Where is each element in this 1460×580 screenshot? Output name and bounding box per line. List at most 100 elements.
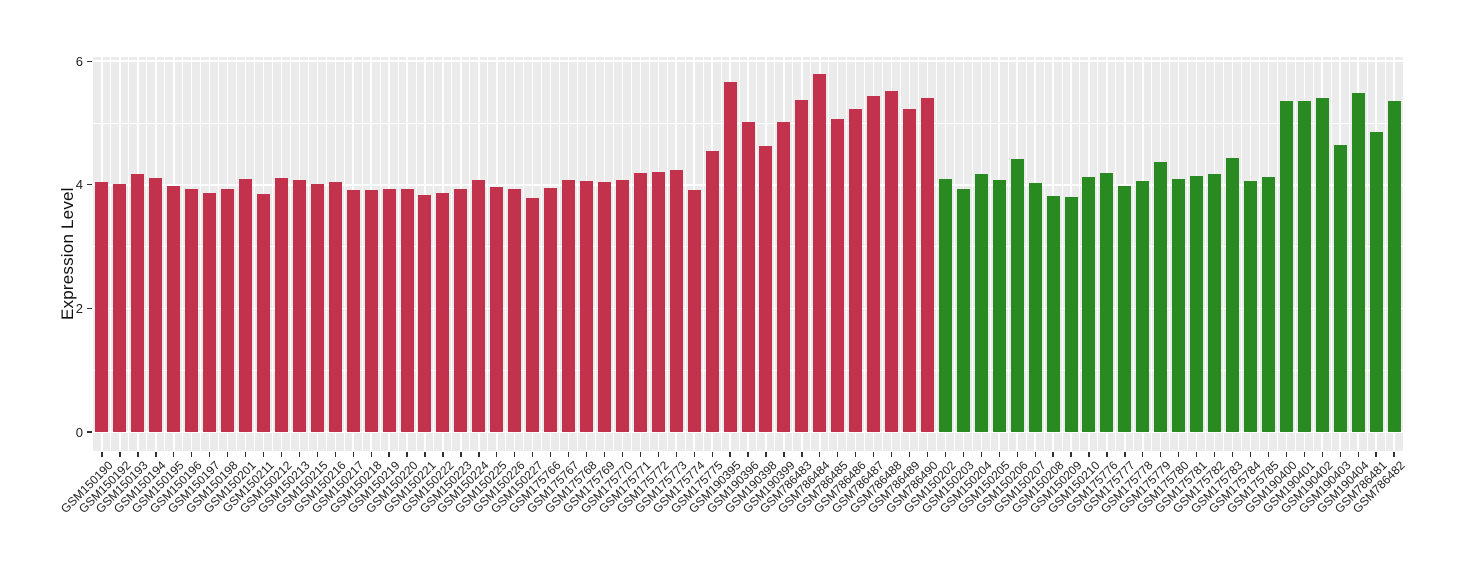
gridline-vertical-minor [1384,57,1386,451]
bar [167,186,181,432]
bar [723,81,737,432]
gridline-vertical-minor [1330,57,1332,451]
gridline-vertical-minor [254,57,255,451]
gridline-vertical-minor [271,57,273,451]
bar [508,189,522,432]
x-tick-mark [855,452,857,457]
gridline-vertical-minor [1205,57,1207,451]
gridline-vertical-minor [1294,57,1296,451]
gridline-vertical-minor [559,57,561,451]
gridline-vertical-minor [1223,57,1225,451]
x-tick-mark [1303,452,1305,457]
x-tick-mark [478,452,480,457]
x-tick-mark [119,452,121,457]
x-tick-mark [226,452,229,457]
bar [382,189,396,432]
x-tick-mark [1142,452,1144,457]
x-tick-mark [711,452,713,457]
gridline-vertical-minor [182,57,184,451]
x-tick-mark [298,452,301,457]
bar [741,122,755,432]
gridline-vertical-minor [684,57,686,451]
x-tick-mark [1070,452,1072,457]
gridline-vertical-minor [828,57,830,451]
gridline-vertical-minor [612,57,614,451]
gridline-vertical-minor [505,57,507,451]
gridline-vertical-minor [541,57,543,451]
bar [562,179,576,432]
bar [1297,100,1311,432]
x-tick-mark [316,452,318,457]
x-tick-mark [908,452,911,457]
x-tick-mark [998,452,1000,457]
bar [1190,175,1204,432]
x-tick-mark [1321,452,1323,457]
bar [544,187,558,432]
bar [454,189,468,432]
bar [1243,181,1257,432]
x-tick-mark [1231,452,1234,457]
bar [526,198,540,432]
bar [95,181,109,432]
bar [400,189,414,432]
x-tick-mark [1357,452,1359,457]
bar [1100,173,1114,432]
bar [651,171,665,432]
gridline-vertical-minor [1151,57,1153,451]
x-tick-mark [693,452,695,457]
bar [615,180,629,432]
x-tick-mark [388,452,390,457]
x-tick-mark [1213,452,1216,457]
x-tick-mark [729,452,731,457]
gridline-vertical-minor [1366,57,1368,451]
gridline-vertical-minor [397,57,399,451]
bar [705,150,719,432]
bar [185,188,199,432]
gridline-vertical-minor [343,57,345,451]
gridline-vertical-minor [810,57,812,451]
bar [328,181,342,432]
gridline-vertical-minor [200,57,202,451]
x-tick-mark [137,452,139,457]
bar [795,100,809,432]
bar [633,173,647,432]
bar [885,91,899,432]
x-tick-mark [1160,452,1162,457]
gridline-vertical-minor [1348,57,1350,451]
y-tick-label: 0 [75,424,83,440]
x-tick-mark [783,452,785,457]
bar [203,192,217,432]
gridline-vertical-minor [379,57,381,451]
x-tick-mark [1034,452,1036,457]
gridline-vertical-minor [577,57,579,451]
x-tick-mark [532,452,534,457]
gridline-vertical-minor [1133,57,1135,451]
bar [256,194,270,432]
gridline-vertical-minor [487,57,489,451]
x-tick-mark [873,452,875,457]
bar [974,174,988,432]
gridline-vertical-minor [146,57,148,451]
gridline-vertical-minor [774,57,776,451]
x-tick-mark [639,452,642,457]
y-tick-mark [87,307,92,310]
bar [1082,177,1096,432]
x-tick-mark [837,452,839,457]
gridline-vertical-minor [523,57,525,451]
gridline-vertical-minor [1276,57,1278,451]
gridline-vertical-minor [1115,57,1117,451]
x-tick-mark [406,452,408,457]
gridline-vertical-minor [469,57,471,451]
gridline-vertical-minor [361,57,363,451]
gridline-vertical-minor [325,57,327,451]
bar [777,121,791,432]
bar [1118,186,1132,432]
bar [920,98,934,432]
gridline-vertical-minor [720,57,722,451]
x-tick-mark [442,452,444,457]
gridline-vertical-minor [1007,57,1009,451]
x-tick-mark [747,452,749,457]
y-tick-label: 4 [75,177,83,193]
x-tick-mark [209,452,211,457]
